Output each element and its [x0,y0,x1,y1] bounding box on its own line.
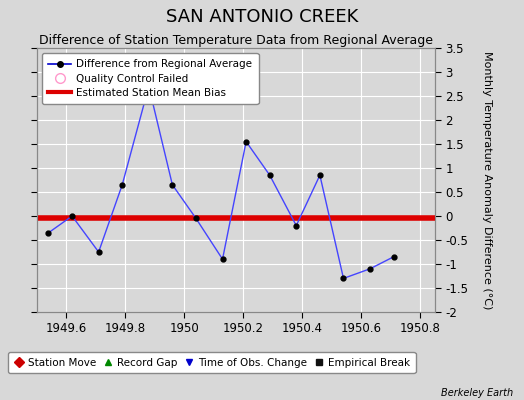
Text: Berkeley Earth: Berkeley Earth [441,388,514,398]
Title: Difference of Station Temperature Data from Regional Average: Difference of Station Temperature Data f… [39,34,433,47]
Y-axis label: Monthly Temperature Anomaly Difference (°C): Monthly Temperature Anomaly Difference (… [482,51,492,309]
Text: SAN ANTONIO CREEK: SAN ANTONIO CREEK [166,8,358,26]
Legend: Station Move, Record Gap, Time of Obs. Change, Empirical Break: Station Move, Record Gap, Time of Obs. C… [8,352,416,373]
